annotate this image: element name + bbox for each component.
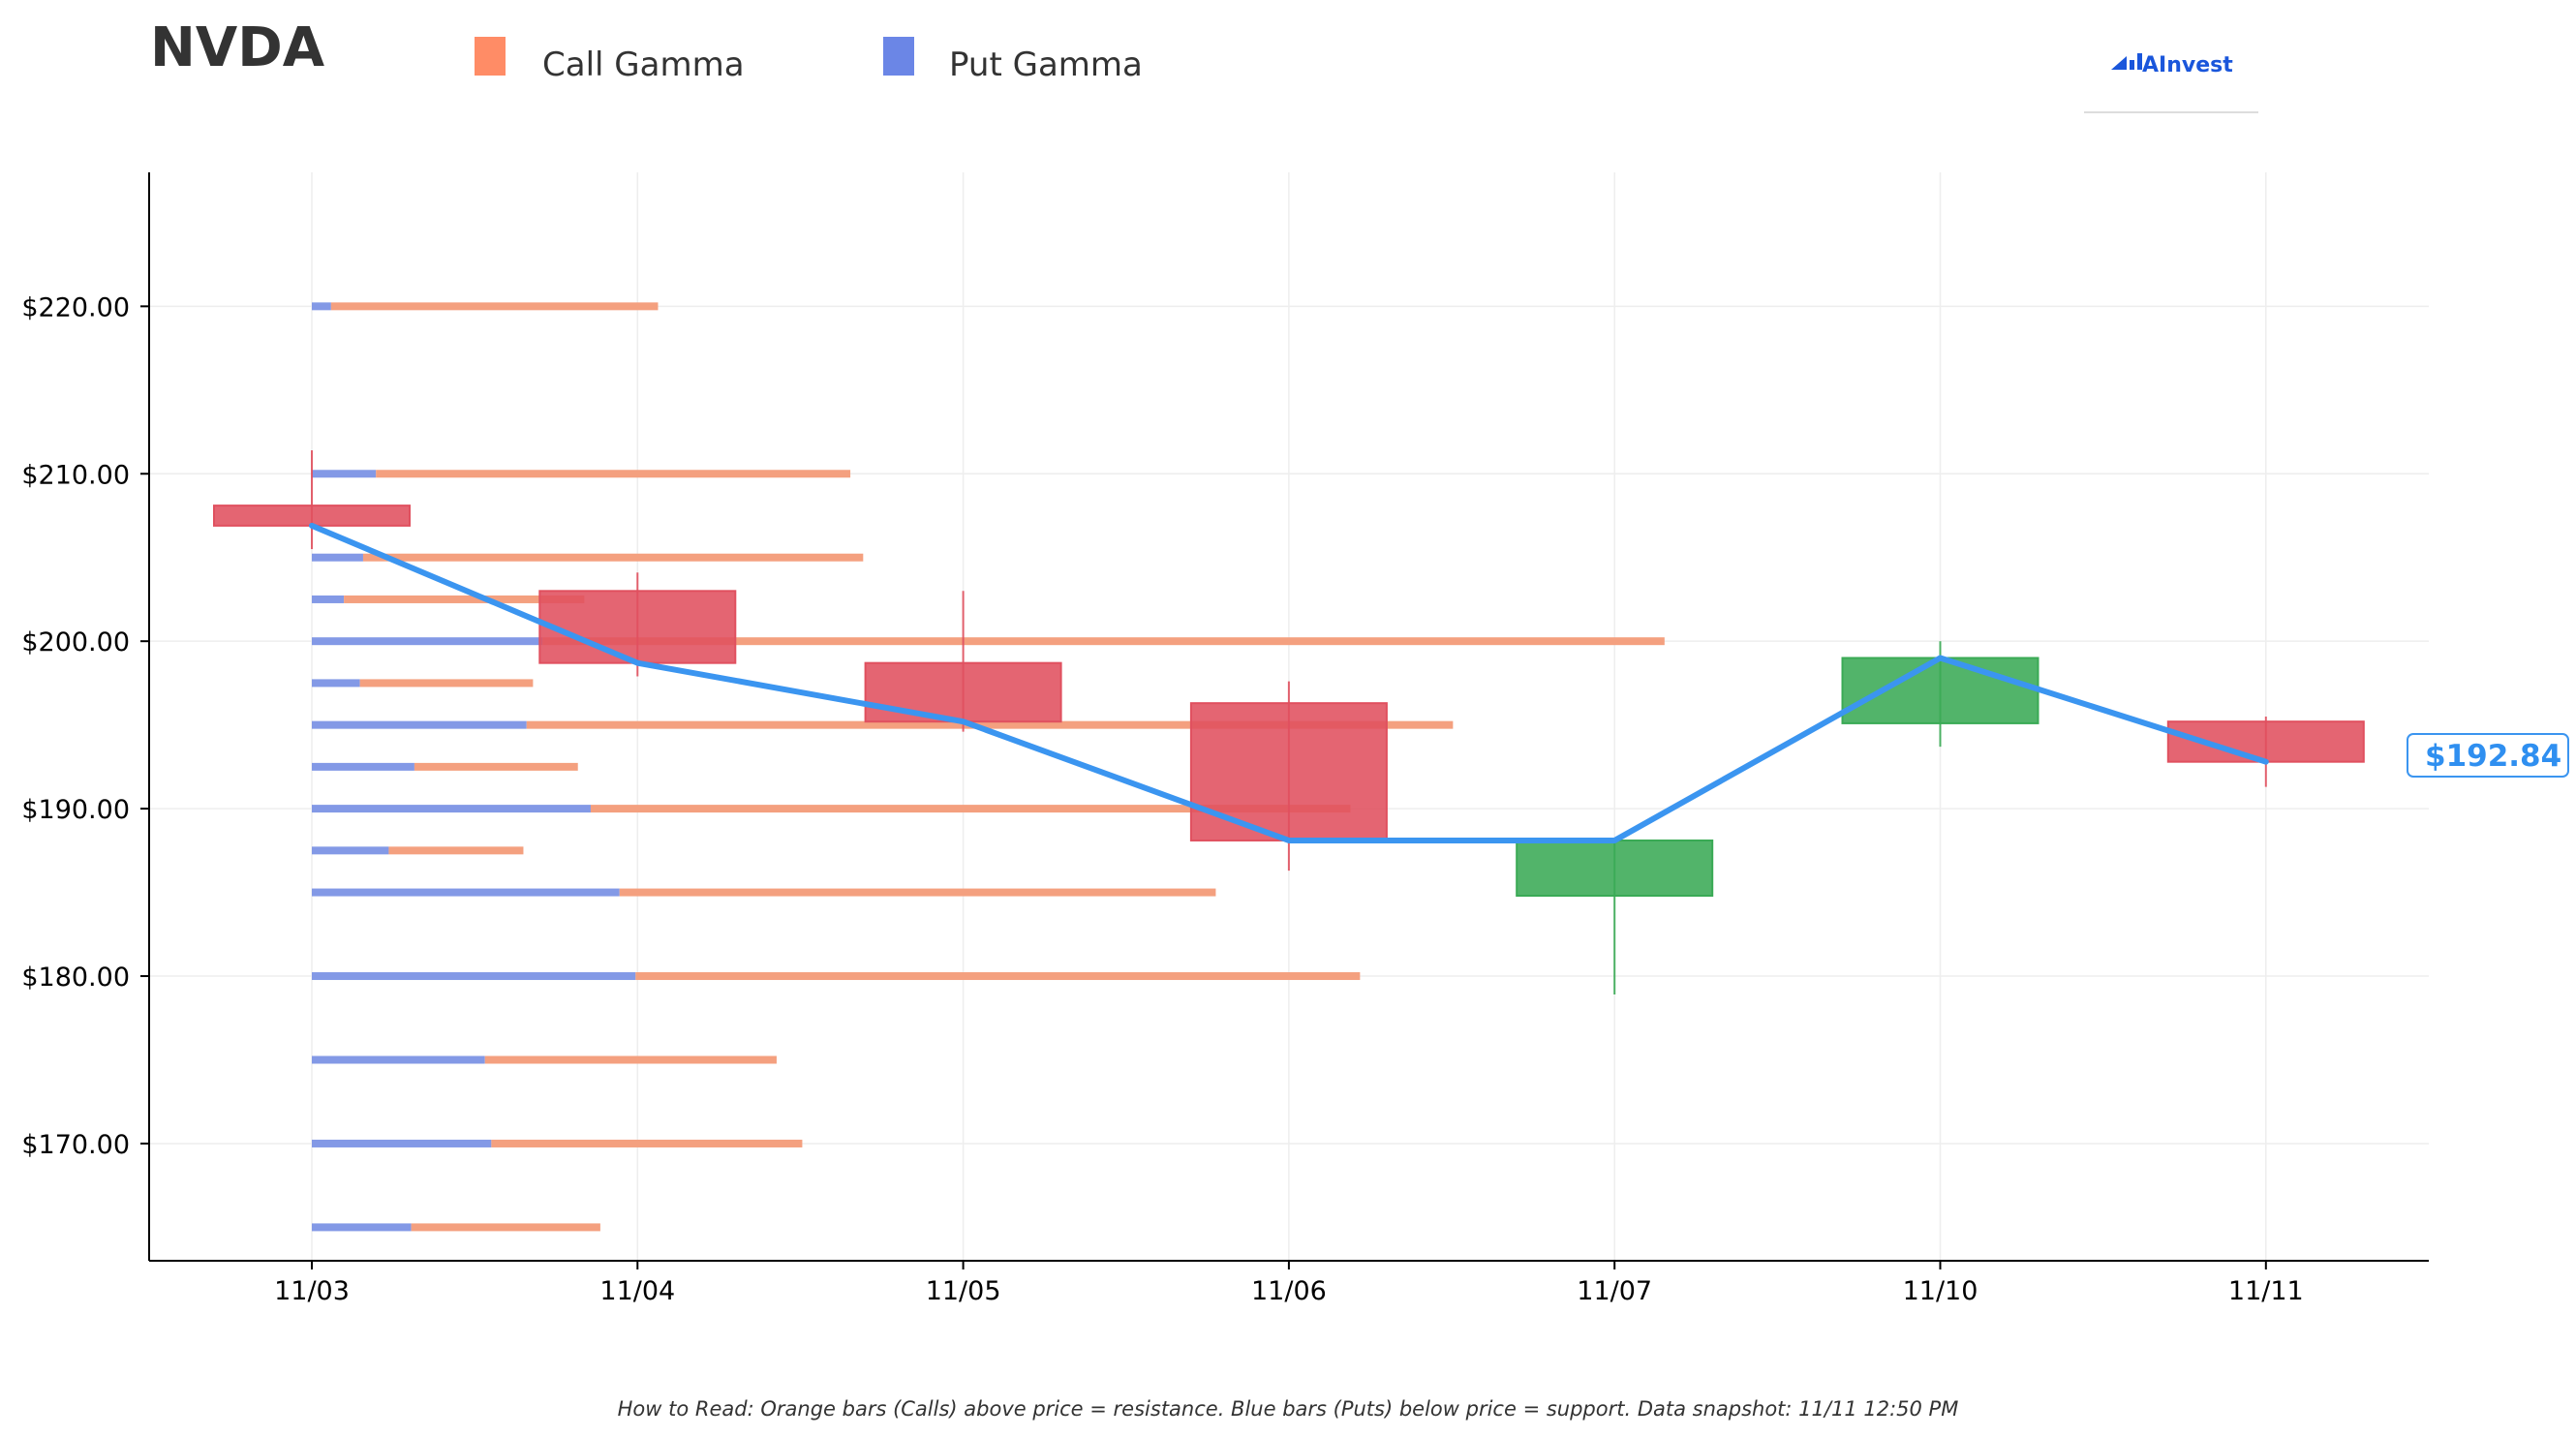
x-tick-label: 11/06 <box>1251 1276 1327 1306</box>
put-gamma-legend-swatch <box>883 37 914 76</box>
candle-body <box>213 504 411 527</box>
call-gamma-bar <box>411 1223 600 1232</box>
x-tick-label: 11/10 <box>1903 1276 1978 1306</box>
y-tick-label: $190.00 <box>21 795 130 825</box>
call-gamma-legend-label: Call Gamma <box>542 46 745 84</box>
axis-ticks: $170.00 $180.00 $190.00 $200.00 $210.00 $220.… <box>21 292 2303 1306</box>
put-gamma-bar <box>312 846 389 855</box>
put-gamma-bar <box>312 595 345 603</box>
call-gamma-bar <box>619 888 1216 897</box>
candle-body <box>864 661 1062 723</box>
ticker-title: NVDA <box>150 16 325 79</box>
call-gamma-bar <box>330 302 659 311</box>
candle-body <box>1516 839 1714 898</box>
price-line <box>309 522 2269 843</box>
current-price-label: $192.84 <box>2425 739 2561 774</box>
brand-name: AInvest <box>2142 53 2233 77</box>
put-gamma-legend-label: Put Gamma <box>949 46 1143 84</box>
put-gamma-bar <box>312 720 527 729</box>
call-gamma-bar <box>388 846 524 855</box>
x-tick-label: 11/11 <box>2228 1276 2304 1306</box>
y-tick-label: $210.00 <box>21 460 130 490</box>
call-gamma-bar <box>526 720 1454 729</box>
call-gamma-bar <box>491 1139 803 1147</box>
call-gamma-bar <box>542 637 1665 646</box>
price-line-group <box>309 522 2269 843</box>
call-gamma-bar <box>414 762 578 771</box>
legend: Call Gamma Put Gamma <box>475 37 1143 84</box>
call-gamma-bar <box>590 805 1351 813</box>
put-gamma-bar <box>312 1139 492 1147</box>
put-gamma-bar <box>312 637 543 646</box>
call-gamma-bar <box>362 553 864 562</box>
call-gamma-bar <box>344 595 585 603</box>
y-tick-label: $220.00 <box>21 292 130 322</box>
put-gamma-bar <box>312 679 360 688</box>
put-gamma-bar <box>312 1055 485 1064</box>
call-gamma-bar <box>359 679 534 688</box>
candle-body <box>1189 702 1388 841</box>
y-tick-label: $180.00 <box>21 963 130 993</box>
candle-body <box>538 590 737 664</box>
put-gamma-bar <box>312 972 636 981</box>
call-gamma-bar <box>376 470 851 478</box>
x-tick-label: 11/04 <box>599 1276 675 1306</box>
candles <box>213 450 2365 995</box>
call-gamma-bar <box>635 972 1361 981</box>
y-tick-label: $200.00 <box>21 627 130 657</box>
call-gamma-bar <box>484 1055 777 1064</box>
candle-body <box>1841 657 2039 724</box>
put-gamma-bar <box>312 1223 412 1232</box>
put-gamma-bar <box>312 553 363 562</box>
put-gamma-bar <box>312 302 331 311</box>
current-price-badge: $192.84 <box>2407 733 2569 778</box>
ainvest-logo-icon <box>2111 53 2142 70</box>
brand-logo: AInvest <box>2084 53 2258 113</box>
x-tick-label: 11/03 <box>274 1276 350 1306</box>
gamma-bars <box>312 302 1665 1232</box>
put-gamma-bar <box>312 470 377 478</box>
x-tick-label: 11/05 <box>926 1276 1001 1306</box>
current-price-box <box>2407 733 2569 778</box>
put-gamma-bar <box>312 805 591 813</box>
footer-note: How to Read: Orange bars (Calls) above p… <box>618 1397 1959 1421</box>
put-gamma-bar <box>312 762 414 771</box>
y-tick-label: $170.00 <box>21 1130 130 1160</box>
call-gamma-legend-swatch <box>475 37 506 76</box>
x-tick-label: 11/07 <box>1577 1276 1652 1306</box>
put-gamma-bar <box>312 888 620 897</box>
